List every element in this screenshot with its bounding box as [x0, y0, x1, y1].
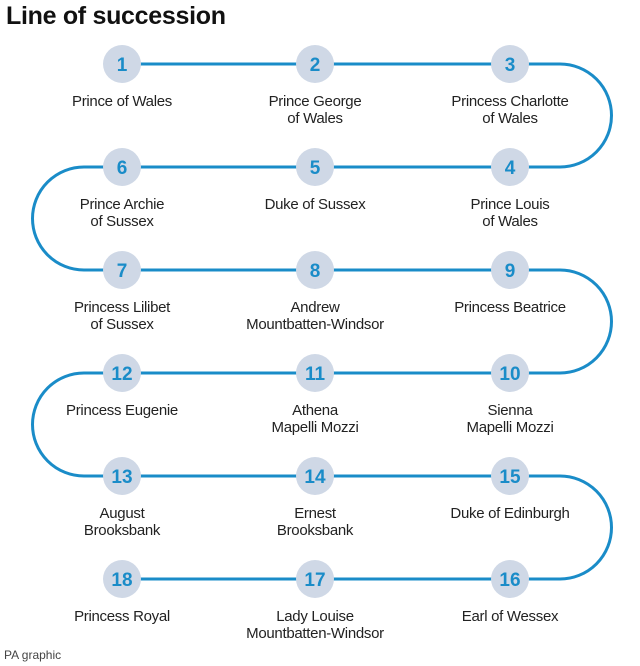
position-circle — [103, 251, 141, 289]
person-name: Duke of Edinburgh — [450, 505, 569, 522]
person-name: Andrew — [290, 299, 340, 316]
position-number: 11 — [305, 364, 326, 385]
person-name: Princess Charlotte — [451, 93, 568, 110]
person-name: Mountbatten-Windsor — [246, 316, 384, 333]
succession-line — [31, 62, 613, 581]
position-number: 9 — [505, 261, 516, 282]
position-number: 16 — [499, 570, 520, 591]
position-number: 15 — [499, 467, 521, 488]
position-number: 14 — [304, 467, 326, 488]
person-name: of Wales — [287, 110, 342, 127]
person-name: Athena — [292, 402, 339, 419]
person-name: Mountbatten-Windsor — [246, 625, 384, 642]
person-name: Duke of Sussex — [265, 196, 367, 213]
credit-text: PA graphic — [4, 648, 62, 662]
position-number: 18 — [111, 570, 132, 591]
position-circle — [103, 148, 141, 186]
person-name: August — [100, 505, 146, 522]
diagram-title: Line of succession — [6, 2, 226, 30]
position-number: 7 — [117, 261, 128, 282]
person-name: Lady Louise — [276, 608, 354, 625]
person-name: Prince Louis — [471, 196, 550, 213]
position-number: 4 — [505, 158, 516, 179]
position-number: 10 — [499, 364, 520, 385]
person-name: of Sussex — [90, 316, 154, 333]
position-circle — [491, 148, 529, 186]
person-name: Prince Archie — [80, 196, 164, 213]
position-circle — [103, 45, 141, 83]
person-name: Brooksbank — [277, 522, 354, 539]
position-circle — [491, 457, 529, 495]
position-number: 17 — [304, 570, 325, 591]
position-number: 12 — [111, 364, 132, 385]
position-circle — [491, 354, 529, 392]
position-circle — [491, 251, 529, 289]
person-name: of Wales — [482, 110, 537, 127]
person-name: Prince George — [269, 93, 362, 110]
person-name: Prince of Wales — [72, 93, 172, 110]
person-name: Brooksbank — [84, 522, 161, 539]
position-circle — [296, 251, 334, 289]
position-number: 5 — [310, 158, 321, 179]
person-name: Princess Lilibet — [74, 299, 171, 316]
person-name: of Sussex — [90, 213, 154, 230]
person-name: Mapelli Mozzi — [467, 419, 554, 436]
position-circle — [103, 354, 141, 392]
position-number: 1 — [117, 55, 128, 76]
position-number: 3 — [505, 55, 516, 76]
position-number: 6 — [117, 158, 128, 179]
position-number: 8 — [310, 261, 321, 282]
position-circle — [296, 45, 334, 83]
position-circle — [491, 560, 529, 598]
position-circle — [103, 457, 141, 495]
person-name: Princess Beatrice — [454, 299, 566, 316]
person-name: Mapelli Mozzi — [272, 419, 359, 436]
person-name: Sienna — [488, 402, 534, 419]
person-name: Princess Eugenie — [66, 402, 178, 419]
person-name: of Wales — [482, 213, 537, 230]
position-circle — [296, 457, 334, 495]
position-number: 2 — [310, 55, 321, 76]
position-circle — [296, 148, 334, 186]
position-circle — [296, 354, 334, 392]
position-number: 13 — [111, 467, 132, 488]
position-circle — [103, 560, 141, 598]
position-circle — [491, 45, 529, 83]
person-name: Ernest — [294, 505, 337, 522]
person-name: Princess Royal — [74, 608, 170, 625]
person-name: Earl of Wessex — [462, 608, 559, 625]
position-circle — [296, 560, 334, 598]
